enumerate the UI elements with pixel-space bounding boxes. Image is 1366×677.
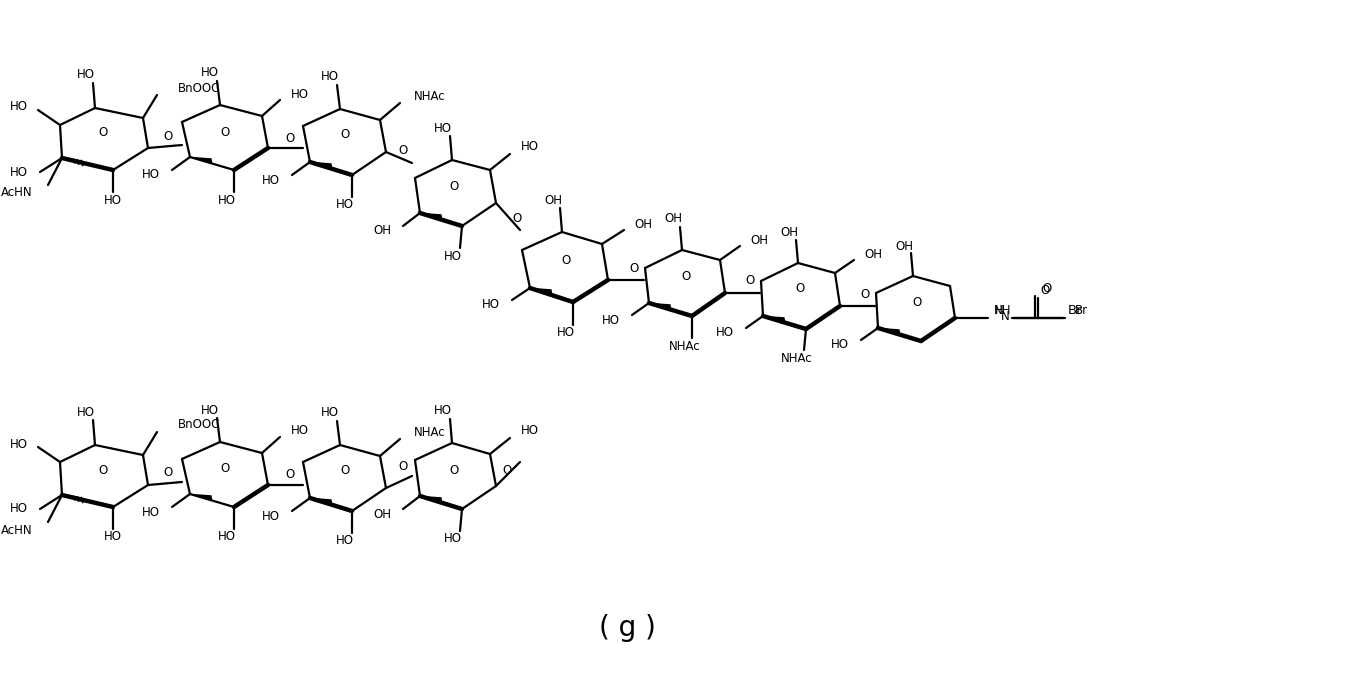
Text: OH: OH [634,219,652,232]
Text: O: O [399,144,407,158]
Text: O: O [912,295,922,309]
Text: HO: HO [262,173,280,186]
Text: NH: NH [994,303,1011,317]
Text: HO: HO [219,531,236,544]
Text: BnOOC: BnOOC [178,81,220,95]
Text: HO: HO [482,299,500,311]
Text: O: O [746,274,754,288]
Text: AcHN: AcHN [1,186,33,200]
Text: HO: HO [434,121,452,135]
Text: NHAc: NHAc [669,339,701,353]
Text: HO: HO [321,70,339,83]
Text: O: O [1040,284,1049,297]
Text: O: O [503,464,512,477]
Text: O: O [1042,282,1052,295]
Polygon shape [419,496,443,503]
Text: Br: Br [1075,303,1089,317]
Text: Br: Br [1068,303,1083,317]
Text: O: O [164,129,172,142]
Text: O: O [285,468,295,481]
Polygon shape [530,288,552,294]
Text: HO: HO [201,66,219,79]
Text: HO: HO [336,198,354,211]
Text: O: O [98,464,108,477]
Text: HO: HO [336,535,354,548]
Text: HO: HO [104,194,122,206]
Text: NHAc: NHAc [414,426,445,439]
Polygon shape [764,315,785,323]
Text: HO: HO [76,406,96,418]
Text: OH: OH [895,240,912,253]
Text: HO: HO [557,326,575,339]
Text: OH: OH [373,508,391,521]
Text: O: O [340,464,350,477]
Polygon shape [310,498,332,505]
Text: O: O [340,127,350,141]
Text: O: O [98,127,108,139]
Text: O: O [220,462,229,475]
Text: OH: OH [664,213,682,225]
Text: HO: HO [201,403,219,416]
Text: HO: HO [142,169,160,181]
Polygon shape [310,162,332,169]
Text: HO: HO [520,141,540,154]
Text: HO: HO [291,87,309,100]
Text: HO: HO [10,100,27,114]
Text: HO: HO [219,194,236,206]
Text: HO: HO [262,510,280,523]
Text: O: O [512,211,522,225]
Text: AcHN: AcHN [1,523,33,536]
Text: HO: HO [76,68,96,81]
Text: HO: HO [716,326,734,339]
Text: OH: OH [544,194,561,206]
Text: HO: HO [602,313,620,326]
Text: HO: HO [10,502,27,515]
Polygon shape [190,156,213,164]
Text: ( g ): ( g ) [598,614,656,642]
Text: HO: HO [291,424,309,437]
Text: O: O [682,269,691,282]
Text: OH: OH [780,225,798,238]
Text: NHAc: NHAc [414,89,445,102]
Text: HO: HO [444,533,462,546]
Text: HO: HO [321,406,339,420]
Text: HO: HO [10,437,27,450]
Text: HO: HO [142,506,160,519]
Text: O: O [220,125,229,139]
Text: O: O [449,181,459,194]
Polygon shape [190,494,213,501]
Polygon shape [878,328,900,334]
Text: N: N [1001,309,1009,322]
Text: OH: OH [865,248,882,261]
Text: O: O [399,460,407,473]
Text: HO: HO [104,531,122,544]
Text: HO: HO [434,404,452,418]
Text: NHAc: NHAc [781,351,813,364]
Text: OH: OH [373,225,391,238]
Text: O: O [164,466,172,479]
Text: HO: HO [444,250,462,263]
Text: O: O [861,288,870,301]
Text: O: O [285,131,295,144]
Text: OH: OH [750,234,768,248]
Text: HO: HO [831,338,850,351]
Text: H: H [994,303,1004,317]
Text: O: O [630,261,639,274]
Text: BnOOC: BnOOC [178,418,220,431]
Text: O: O [449,464,459,477]
Text: HO: HO [520,424,540,437]
Text: O: O [795,282,805,295]
Text: HO: HO [10,165,27,179]
Polygon shape [419,213,443,220]
Text: O: O [561,253,571,267]
Polygon shape [649,303,672,310]
